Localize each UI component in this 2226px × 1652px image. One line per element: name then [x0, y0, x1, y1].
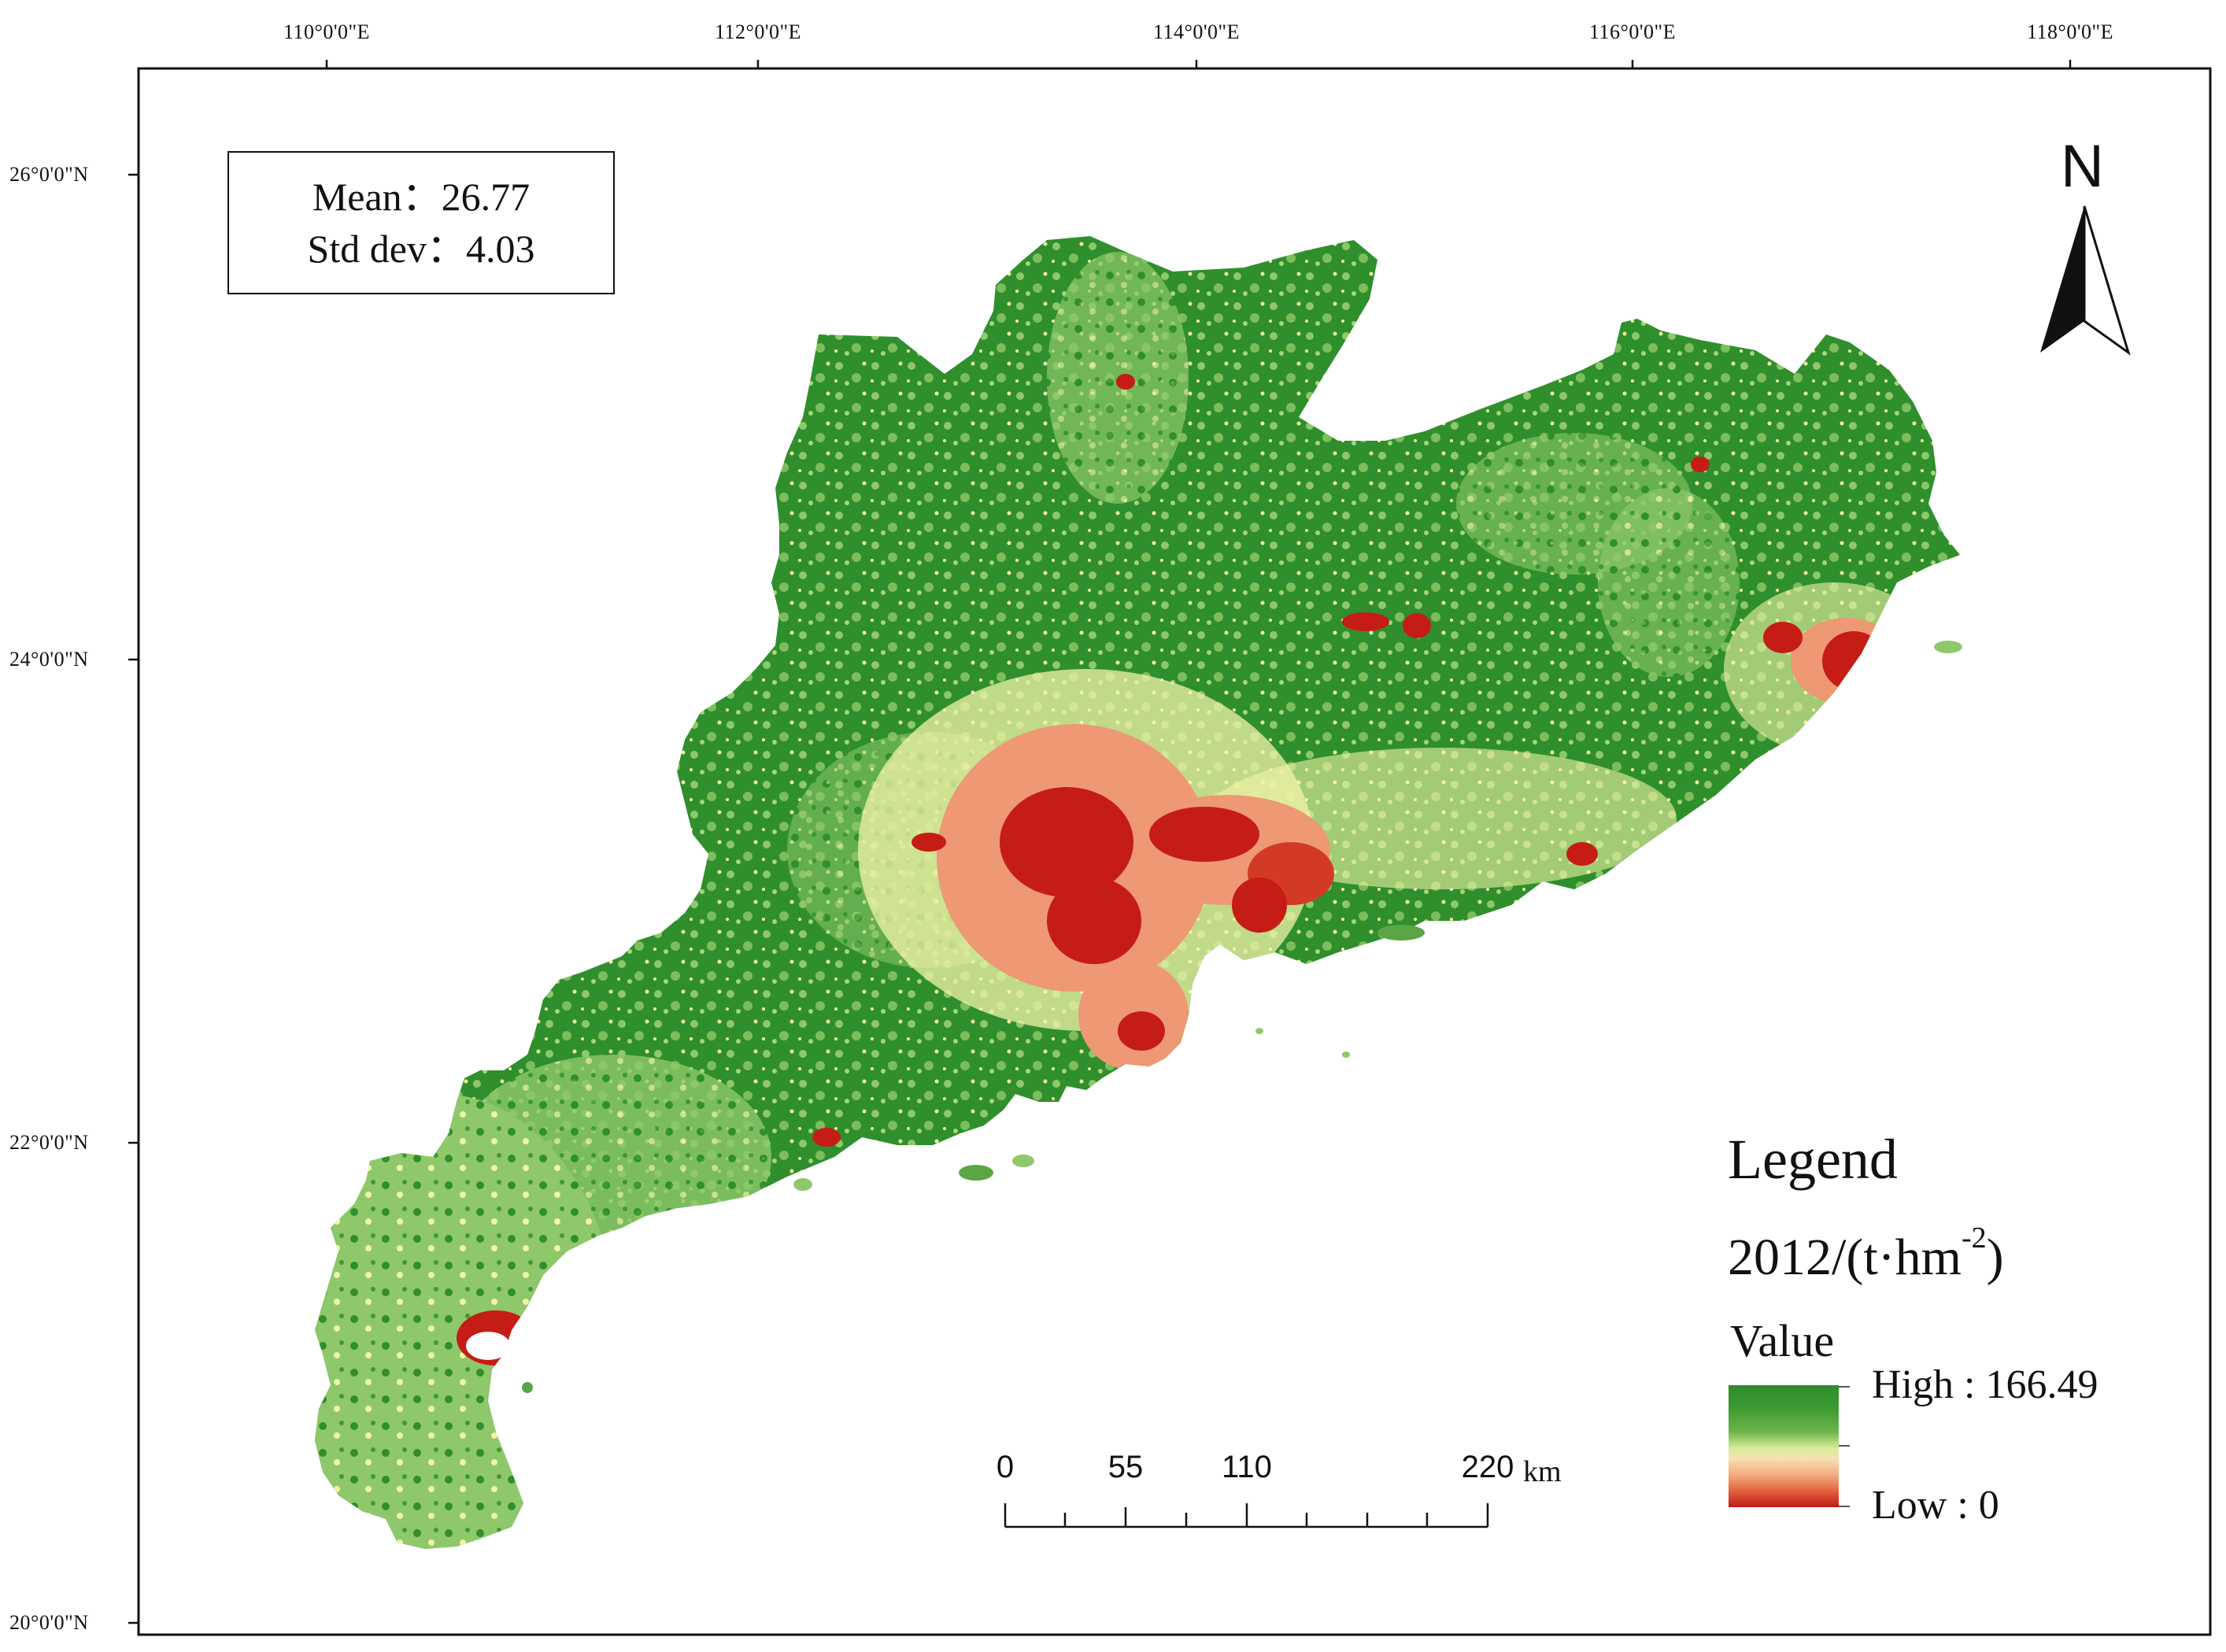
lon-label-110: 110°0'0"E [283, 20, 371, 43]
lat-label-20: 20°0'0"N [9, 1611, 89, 1634]
legend-unit-base: 2012/(t·hm [1728, 1229, 1962, 1286]
map-frame [137, 67, 2212, 1636]
std-dev-value: Std dev：4.03 [307, 227, 535, 271]
legend-low-label: Low : 0 [1872, 1483, 1999, 1528]
land-raster [315, 236, 1960, 1549]
north-arrow-icon [2040, 205, 2131, 356]
lon-label-116: 116°0'0"E [1588, 20, 1677, 43]
top-ticks [325, 60, 2072, 68]
left-ticks [128, 173, 139, 1624]
lon-label-112: 112°0'0"E [714, 20, 802, 43]
lat-label-22: 22°0'0"N [9, 1131, 89, 1154]
lat-label-26: 26°0'0"N [9, 163, 89, 186]
north-label: N [2061, 133, 2104, 200]
legend-high-label: High : 166.49 [1872, 1362, 2098, 1407]
islands [522, 641, 1962, 1393]
legend-tick-high [1839, 1386, 1850, 1388]
lon-label-118: 118°0'0"E [2026, 20, 2114, 43]
legend-unit: 2012/(t·hm-2) [1728, 1223, 2004, 1288]
lat-label-24: 24°0'0"N [9, 648, 89, 671]
stats-box: Mean：26.77 Std dev：4.03 [227, 151, 615, 294]
lon-label-114: 114°0'0"E [1152, 20, 1241, 43]
legend-tick-mid [1839, 1445, 1850, 1447]
legend-value-label: Value [1730, 1315, 1835, 1366]
legend-tick-low [1839, 1506, 1850, 1507]
legend-unit-close: ) [1986, 1229, 2004, 1286]
scale-label-55: 55 [1107, 1450, 1144, 1484]
legend-title: Legend [1728, 1128, 1898, 1191]
mean-value: Mean：26.77 [312, 175, 531, 219]
legend-unit-exponent: -2 [1961, 1221, 1987, 1255]
legend-color-ramp [1729, 1385, 1839, 1507]
scale-bar [1004, 1503, 1489, 1528]
scale-label-0: 0 [996, 1450, 1015, 1484]
scale-label-110: 110 [1222, 1450, 1272, 1484]
scale-label-220: 220 [1461, 1450, 1514, 1484]
scale-unit: km [1523, 1455, 1562, 1488]
